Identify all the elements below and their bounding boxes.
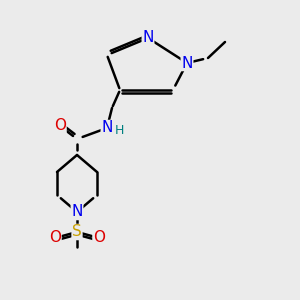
Text: N: N bbox=[142, 31, 154, 46]
Text: N: N bbox=[71, 205, 83, 220]
Text: H: H bbox=[115, 124, 124, 136]
Text: N: N bbox=[181, 56, 193, 70]
Text: S: S bbox=[72, 224, 82, 239]
Text: O: O bbox=[54, 118, 66, 134]
Text: N: N bbox=[101, 121, 113, 136]
Text: O: O bbox=[93, 230, 105, 245]
Text: O: O bbox=[49, 230, 61, 245]
